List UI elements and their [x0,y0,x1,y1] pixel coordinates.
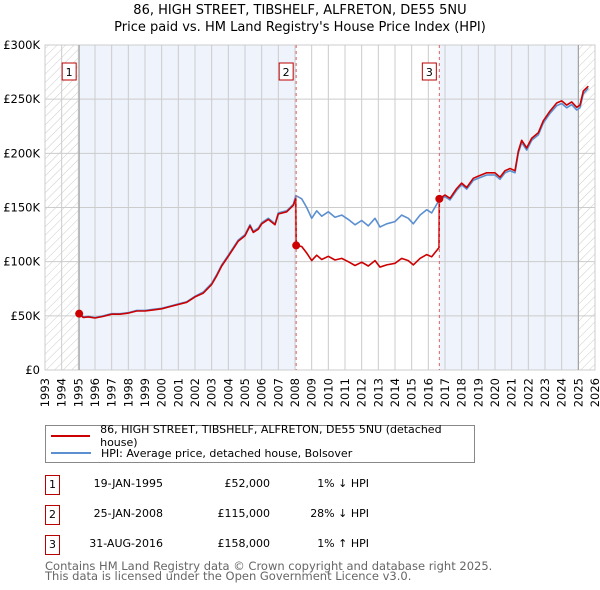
x-tick-label: 2025 [571,378,585,407]
y-tick-label: £150K [3,201,40,215]
x-tick-label: 2021 [505,378,519,407]
x-tick-label: 2022 [521,378,535,407]
x-tick-label: 2010 [321,378,335,407]
sale-label: 2 [283,66,290,79]
x-tick-label: 1999 [138,378,152,407]
sale-date: 25-JAN-2008 [93,507,163,520]
x-tick-label: 2011 [338,378,352,407]
x-tick-label: 1996 [88,378,102,407]
footer-licence: This data is licensed under the Open Gov… [45,569,412,583]
x-tick-label: 2004 [221,378,235,407]
sale-row: 2 25-JAN-2008 £115,000 28% ↓ HPI [45,505,369,525]
x-tick-label: 2017 [438,378,452,407]
x-tick-label: 2014 [388,378,402,407]
x-tick-label: 2001 [171,378,185,407]
sale-number-badge: 3 [45,535,60,555]
x-tick-label: 2018 [455,378,469,407]
sale-row: 1 19-JAN-1995 £52,000 1% ↓ HPI [45,475,369,495]
x-tick-label: 2015 [405,378,419,407]
sale-price: £115,000 [217,507,271,520]
x-tick-label: 2023 [538,378,552,407]
sale-label: 3 [426,66,433,79]
y-tick-label: £300K [3,38,40,52]
y-tick-label: £50K [11,309,41,323]
sale-hpi-diff: 1% ↑ HPI [317,537,369,550]
x-tick-label: 2016 [421,378,435,407]
x-tick-label: 2007 [271,378,285,407]
x-tick-label: 2002 [188,378,202,407]
x-tick-label: 2000 [155,378,169,407]
y-tick-label: £200K [3,146,40,160]
legend-label: 86, HIGH STREET, TIBSHELF, ALFRETON, DE5… [100,423,442,449]
sale-hpi-diff: 28% ↓ HPI [310,507,369,520]
y-tick-label: £250K [3,92,40,106]
hpi-line-swatch [51,452,91,454]
legend-label: HPI: Average price, detached house, Bols… [101,446,353,460]
plot-border [44,44,596,371]
x-tick-label: 2026 [588,378,600,407]
sale-number-badge: 2 [45,505,60,525]
x-tick-label: 2003 [205,378,219,407]
x-tick-label: 2024 [555,378,569,407]
x-tick-label: 2006 [255,378,269,407]
x-tick-label: 2012 [355,378,369,407]
sale-label: 1 [66,66,73,79]
chart-legend: 86, HIGH STREET, TIBSHELF, ALFRETON, DE5… [45,423,475,463]
sale-price: £52,000 [224,477,271,490]
y-tick-label: £100K [3,255,40,269]
x-tick-label: 1994 [55,378,69,407]
x-tick-label: 1993 [38,378,52,407]
x-tick-label: 2020 [488,378,502,407]
y-tick-label: £0 [25,363,40,377]
x-tick-label: 2005 [238,378,252,407]
x-tick-label: 2013 [371,378,385,407]
x-tick-label: 2009 [305,378,319,407]
chart-title: 86, HIGH STREET, TIBSHELF, ALFRETON, DE5… [133,3,467,18]
sale-number-badge: 1 [45,475,60,495]
x-tick-label: 2008 [288,378,302,407]
legend-item-hpi: HPI: Average price, detached house, Bols… [46,445,352,461]
sale-hpi-diff: 1% ↓ HPI [317,477,369,490]
chart-subtitle: Price paid vs. HM Land Registry's House … [114,20,486,35]
sale-date: 31-AUG-2016 [89,537,163,550]
sale-point [435,194,444,203]
footer-copyright: Contains HM Land Registry data © Crown c… [45,559,493,573]
sale-row: 3 31-AUG-2016 £158,000 1% ↑ HPI [45,535,369,555]
x-tick-label: 1997 [105,378,119,407]
sale-date: 19-JAN-1995 [93,477,163,490]
x-tick-label: 1995 [71,378,85,407]
legend-item-property: 86, HIGH STREET, TIBSHELF, ALFRETON, DE5… [46,423,474,449]
x-tick-label: 2019 [471,378,485,407]
sale-label-box [61,62,77,81]
sale-label-box [278,62,294,81]
sale-label-box [421,62,437,81]
property-price-line [78,85,589,319]
property-line-swatch [51,435,91,437]
sale-price: £158,000 [217,537,271,550]
sale-point [75,309,84,318]
x-tick-label: 1998 [121,378,135,407]
sale-point [292,241,301,250]
